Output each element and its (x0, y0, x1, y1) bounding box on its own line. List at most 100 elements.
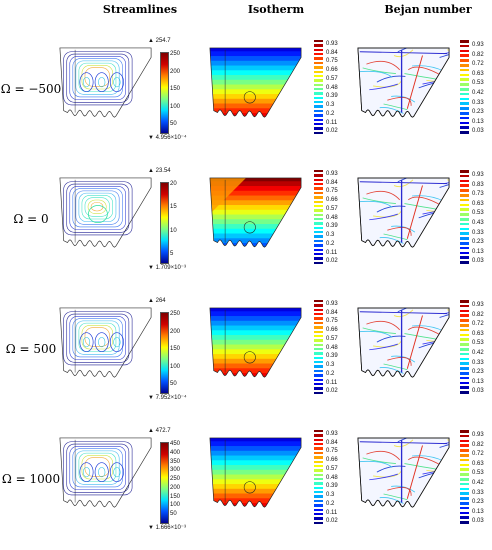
bejan-colorbar (460, 430, 469, 526)
bejan-colorbar (460, 170, 469, 266)
bejan-colorbar-segment (460, 468, 469, 472)
streamlines-min-label: ▼ 7.952×10⁻⁴ (148, 395, 187, 401)
bejan-colorbar-segment (460, 482, 469, 486)
bejan-colorbar-segment (460, 88, 469, 91)
isotherm-colorbar-segment (314, 491, 323, 494)
bejan-colorbar-segment (460, 107, 469, 110)
isotherm-tick-label: 0.3 (326, 492, 335, 499)
isotherm-colorbar-segment (314, 70, 323, 73)
bejan-colorbar-segment (460, 473, 469, 476)
isotherm-colorbar-segment (314, 248, 323, 251)
isotherm-colorbar-segment (314, 473, 323, 477)
isotherm-plot (209, 437, 302, 508)
bejan-colorbar-segment (460, 40, 469, 43)
isotherm-colorbar-segment (314, 464, 323, 468)
isotherm-colorbar-segment (314, 204, 323, 208)
isotherm-colorbar-segment (314, 183, 323, 186)
streamlines-tick-label: 50 (170, 121, 177, 127)
isotherm-colorbar-segment (314, 321, 323, 325)
isotherm-colorbar-segment (314, 187, 323, 190)
isotherm-colorbar-segment (314, 252, 323, 256)
isotherm-colorbar-segment (314, 114, 323, 117)
isotherm-colorbar-segment (314, 356, 323, 360)
bejan-colorbar-segment (460, 232, 469, 236)
bejan-colorbar-segment (460, 391, 469, 394)
bejan-colorbar-segment (460, 83, 469, 86)
bejan-tick-label: 0.93 (472, 432, 484, 438)
isotherm-tick-label: 0.84 (326, 439, 338, 446)
streamlines-tick-label: 50 (170, 381, 177, 387)
bejan-colorbar-segment (460, 170, 469, 173)
streamlines-plot (59, 437, 152, 508)
bejan-colorbar-segment (460, 492, 469, 496)
bejan-colorbar-segment (460, 497, 469, 500)
isotherm-colorbar-segment (314, 261, 323, 265)
isotherm-colorbar-segment (314, 348, 323, 351)
bejan-colorbar-segment (460, 439, 469, 443)
bejan-colorbar-segment (460, 222, 469, 226)
isotherm-colorbar-segment (314, 339, 323, 342)
bejan-tick-label: 0.13 (472, 508, 484, 515)
isotherm-colorbar-segment (314, 239, 323, 243)
streamlines-tick-label: 200 (170, 484, 181, 491)
row-label: Ω = −500 (0, 82, 62, 96)
streamlines-tick-label: 100 (170, 363, 181, 370)
streamlines-tick-label: 150 (170, 346, 181, 352)
isotherm-colorbar-segment (314, 482, 323, 485)
streamlines-max-label: ▲ 23.54 (148, 168, 171, 174)
isotherm-colorbar-segment (314, 334, 323, 338)
isotherm-tick-label: 0.66 (326, 327, 338, 334)
isotherm-tick-label: 0.48 (326, 344, 338, 351)
isotherm-colorbar-segment (314, 61, 323, 65)
isotherm-tick-label: 0.57 (326, 335, 338, 342)
bejan-colorbar-segment (460, 300, 469, 303)
bejan-tick-label: 0.33 (472, 359, 484, 366)
bejan-colorbar-segment (460, 502, 469, 505)
bejan-colorbar-segment (460, 126, 469, 130)
bejan-colorbar-segment (460, 49, 469, 53)
isotherm-tick-label: 0.84 (326, 309, 338, 316)
streamlines-tick-label: 450 (170, 441, 181, 447)
isotherm-colorbar-segment (314, 226, 323, 230)
isotherm-tick-label: 0.02 (326, 128, 338, 135)
bejan-colorbar-segment (460, 367, 469, 370)
isotherm-colorbar-segment (314, 382, 323, 386)
streamlines-colorbar (160, 182, 169, 264)
bejan-tick-label: 0.73 (472, 191, 484, 198)
bejan-colorbar-segment (460, 121, 469, 125)
bejan-colorbar-segment (460, 386, 469, 390)
isotherm-colorbar-segment (314, 118, 323, 121)
streamlines-tick-label: 350 (170, 458, 181, 465)
bejan-panel (356, 174, 451, 256)
bejan-colorbar-segment (460, 213, 469, 216)
isotherm-tick-label: 0.66 (326, 457, 338, 464)
bejan-colorbar-segment (460, 343, 469, 346)
bejan-tick-label: 0.53 (472, 80, 484, 87)
bejan-colorbar-segment (460, 97, 469, 101)
isotherm-panel (208, 434, 303, 516)
bejan-colorbar-segment (460, 242, 469, 245)
streamlines-max-label: ▲ 472.7 (148, 428, 171, 434)
isotherm-colorbar-segment (314, 308, 323, 312)
bejan-tick-label: 0.63 (472, 460, 484, 467)
bejan-colorbar-segment (460, 116, 469, 120)
bejan-colorbar (460, 40, 469, 136)
isotherm-tick-label: 0.48 (326, 474, 338, 481)
isotherm-colorbar-segment (314, 105, 323, 108)
streamlines-min-label: ▼ 1.709×10⁻³ (148, 265, 186, 271)
bejan-plot (357, 47, 450, 118)
isotherm-colorbar-segment (314, 369, 323, 373)
bejan-colorbar-segment (460, 333, 469, 337)
bejan-colorbar-segment (460, 54, 469, 58)
isotherm-colorbar-segment (314, 438, 323, 442)
bejan-tick-label: 0.42 (472, 90, 484, 96)
bejan-panel (356, 434, 451, 516)
isotherm-colorbar-segment (314, 191, 323, 195)
bejan-tick-label: 0.72 (472, 321, 484, 328)
bejan-colorbar-segment (460, 328, 469, 332)
streamlines-panel (58, 44, 153, 126)
isotherm-tick-label: 0.2 (326, 110, 335, 117)
isotherm-tick-label: 0.57 (326, 75, 338, 82)
streamlines-tick-label: 200 (170, 68, 181, 75)
isotherm-colorbar-segment (314, 486, 323, 490)
